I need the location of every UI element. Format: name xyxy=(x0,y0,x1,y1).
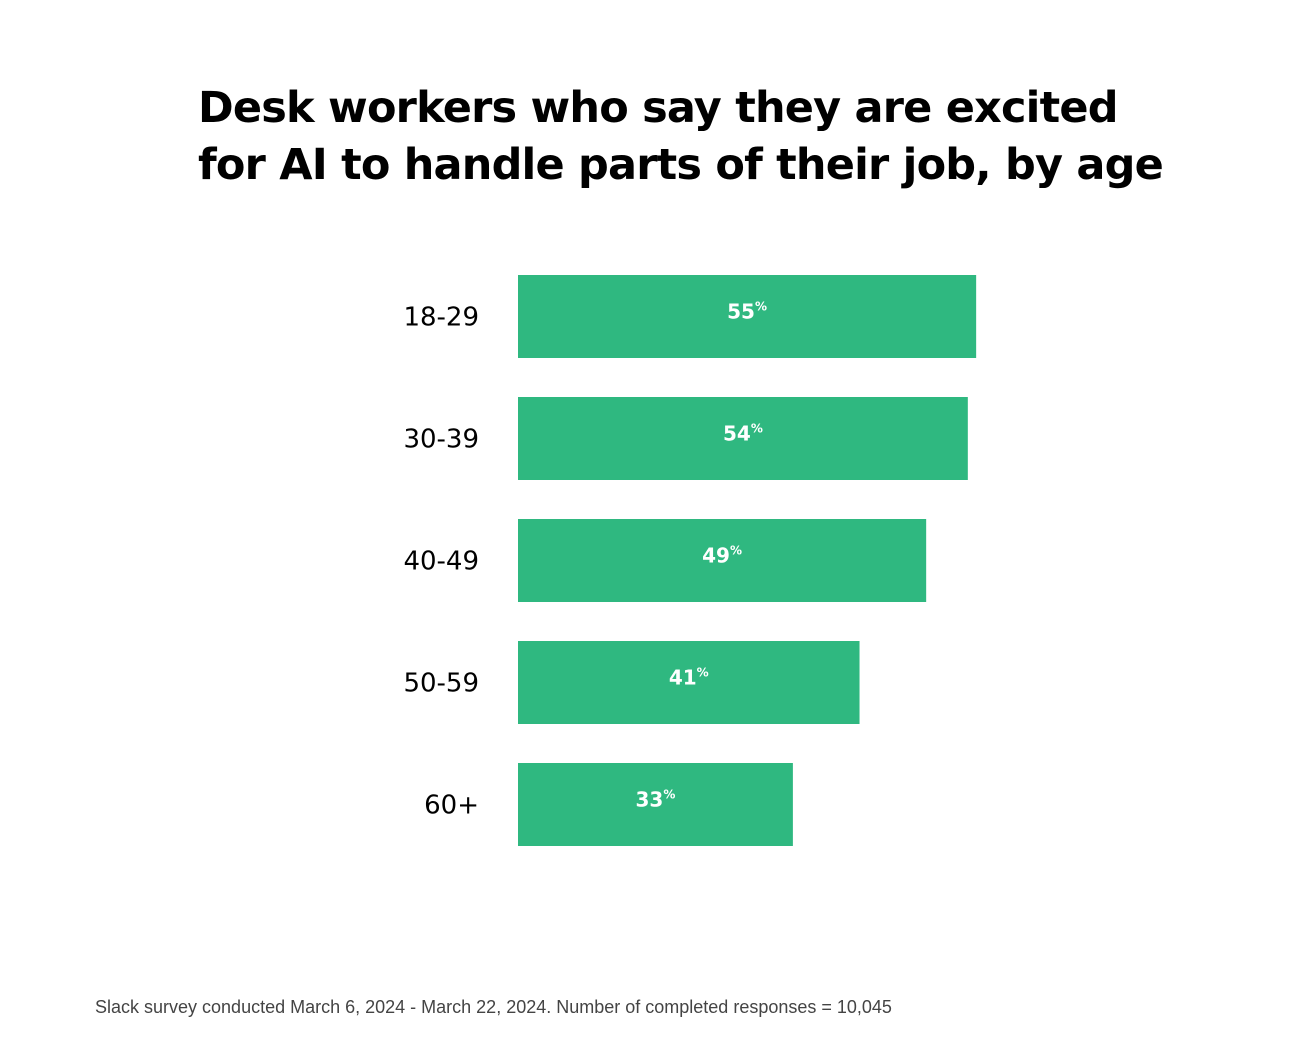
bar-60+ xyxy=(518,763,793,846)
category-label-50-59: 50-59 xyxy=(403,669,479,699)
category-label-30-39: 30-39 xyxy=(403,425,479,455)
chart-title-line-2: for AI to handle parts of their job, by … xyxy=(198,140,1164,190)
value-label-50-59: 41% xyxy=(669,666,709,690)
bar-30-39 xyxy=(518,397,968,480)
survey-footnote: Slack survey conducted March 6, 2024 - M… xyxy=(95,997,892,1017)
bar-18-29 xyxy=(518,275,977,358)
bar-50-59 xyxy=(518,641,860,724)
bars-group: 18-29 55% 30-39 54% 40-49 49% 50-59 41% 60+ 33% xyxy=(403,275,977,846)
chart-title: Desk workers who say they are excited fo… xyxy=(198,80,1198,194)
category-label-40-49: 40-49 xyxy=(403,547,479,577)
category-label-60+: 60+ xyxy=(424,791,479,821)
chart-title-line-1: Desk workers who say they are excited xyxy=(198,83,1119,133)
value-label-60+: 33% xyxy=(636,788,676,812)
value-label-30-39: 54% xyxy=(723,422,763,446)
value-label-40-49: 49% xyxy=(702,544,742,568)
bar-40-49 xyxy=(518,519,927,602)
value-label-18-29: 55% xyxy=(727,300,767,324)
category-label-18-29: 18-29 xyxy=(403,303,479,333)
